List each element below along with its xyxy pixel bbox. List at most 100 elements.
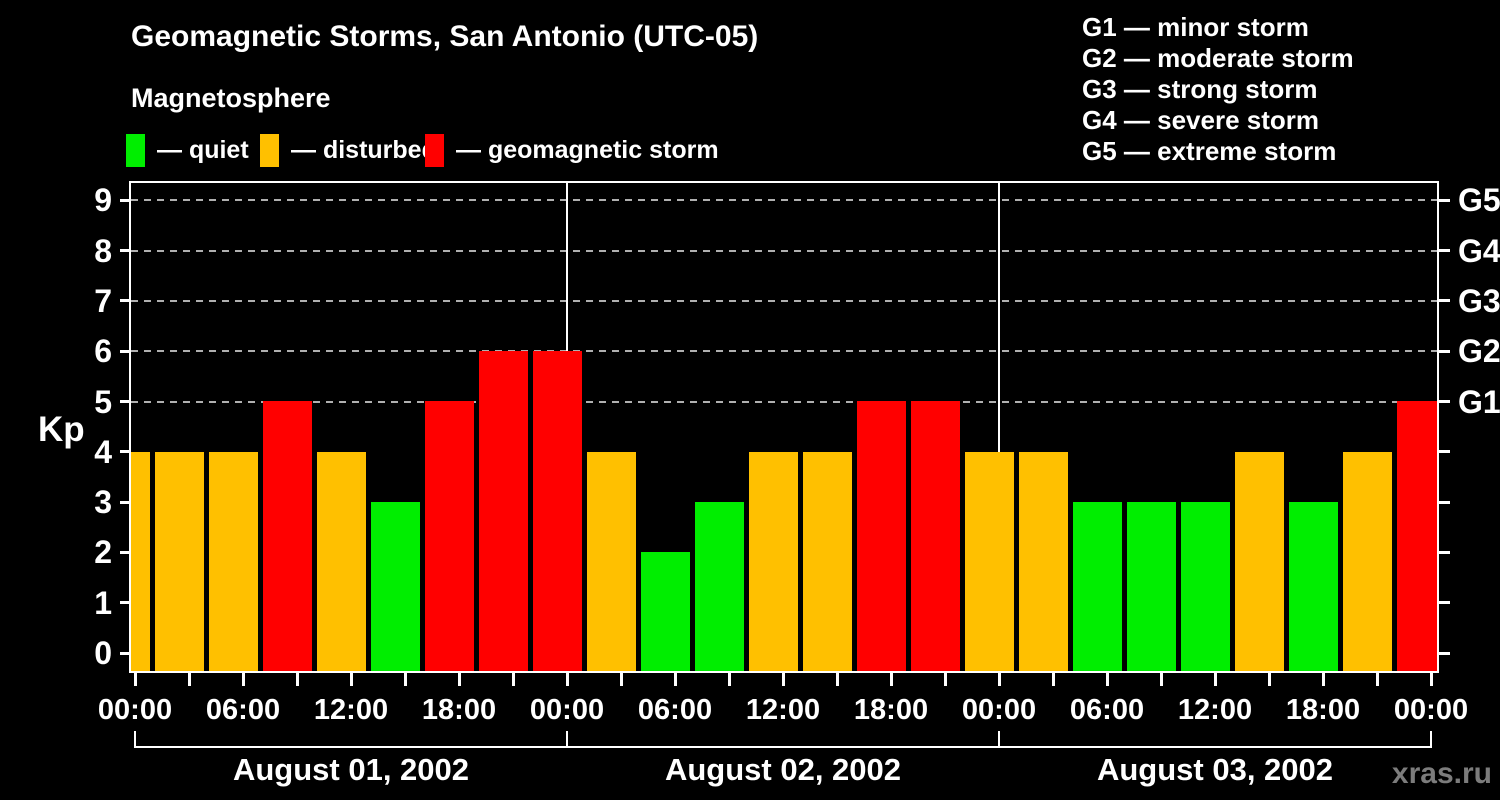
x-tick-label: 18:00 — [853, 694, 929, 726]
y-axis-tick-right — [1439, 199, 1450, 202]
x-tick-label: 00:00 — [97, 694, 173, 726]
y-tick-label: 9 — [94, 182, 112, 218]
y-axis-tick — [120, 501, 131, 504]
legend-label-storm: — geomagnetic storm — [456, 136, 719, 164]
date-bracket-stub — [998, 731, 1000, 748]
gridline-kp7 — [131, 300, 1437, 302]
kp-bar — [425, 401, 474, 671]
g-axis-label-g5: G5 — [1458, 182, 1500, 218]
kp-bar — [641, 552, 690, 671]
x-axis-tick — [188, 673, 191, 686]
kp-bar — [1181, 502, 1230, 671]
x-tick-label: 06:00 — [1069, 694, 1145, 726]
y-axis-tick-right — [1439, 501, 1450, 504]
x-axis-tick — [512, 673, 515, 686]
kp-bar — [317, 452, 366, 671]
watermark: xras.ru — [1391, 757, 1492, 790]
y-tick-label: 2 — [94, 534, 112, 570]
x-tick-label: 18:00 — [421, 694, 497, 726]
x-axis-tick — [620, 673, 623, 686]
g-axis-label-g4: G4 — [1458, 233, 1500, 269]
x-axis-tick — [836, 673, 839, 686]
y-axis-tick — [120, 299, 131, 302]
kp-bar — [587, 452, 636, 671]
y-axis-tick — [120, 199, 131, 202]
date-label: August 01, 2002 — [232, 752, 470, 787]
x-tick-label: 00:00 — [1393, 694, 1469, 726]
legend-label-quiet: — quiet — [157, 136, 249, 164]
x-axis-tick — [1376, 673, 1379, 686]
g-axis-label-g1: G1 — [1458, 384, 1500, 420]
g-scale-line-g2: G2 — moderate storm — [1082, 43, 1354, 73]
y-axis-tick-right — [1439, 450, 1450, 453]
date-bracket-stub — [1430, 731, 1432, 748]
y-axis-tick-right — [1439, 652, 1450, 655]
kp-bar — [803, 452, 852, 671]
kp-bar — [1019, 452, 1068, 671]
y-tick-label: 6 — [94, 333, 112, 369]
y-axis-tick-right — [1439, 400, 1450, 403]
x-axis-tick — [350, 673, 353, 686]
x-tick-label: 18:00 — [1285, 694, 1361, 726]
x-axis-tick — [134, 673, 137, 686]
kp-bar — [1073, 502, 1122, 671]
kp-bar — [857, 401, 906, 671]
storm-swatch — [425, 134, 444, 167]
x-axis-tick — [1268, 673, 1271, 686]
date-label: August 03, 2002 — [1096, 752, 1334, 787]
kp-bar — [155, 452, 204, 671]
y-axis-tick — [120, 350, 131, 353]
x-tick-label: 00:00 — [961, 694, 1037, 726]
kp-bar — [131, 452, 150, 671]
legend-label-disturbed: — disturbed — [291, 136, 437, 164]
quiet-swatch — [126, 134, 145, 167]
x-axis-tick — [1322, 673, 1325, 686]
kp-bar — [695, 502, 744, 671]
x-axis-tick — [1430, 673, 1433, 686]
gridline-kp5 — [131, 401, 1437, 403]
legend-item-storm: — geomagnetic storm — [425, 134, 719, 167]
y-axis-tick-right — [1439, 249, 1450, 252]
date-bracket-stub — [566, 731, 568, 748]
legend-item-disturbed: — disturbed — [260, 134, 437, 167]
y-axis-tick — [120, 652, 131, 655]
x-axis-tick — [998, 673, 1001, 686]
kp-bar — [263, 401, 312, 671]
y-tick-label: 3 — [94, 484, 112, 520]
x-axis-tick — [674, 673, 677, 686]
y-tick-label: 1 — [94, 585, 112, 621]
y-axis-tick — [120, 601, 131, 604]
x-tick-label: 12:00 — [313, 694, 389, 726]
y-axis-tick-right — [1439, 350, 1450, 353]
x-tick-label: 06:00 — [205, 694, 281, 726]
kp-bar — [1127, 502, 1176, 671]
kp-bar — [1397, 401, 1437, 671]
date-bracket-stub — [134, 731, 136, 748]
kp-bar — [533, 351, 582, 671]
legend-item-quiet: — quiet — [126, 134, 249, 167]
y-tick-label: 5 — [94, 384, 112, 420]
date-label: August 02, 2002 — [664, 752, 902, 787]
x-axis-tick — [1052, 673, 1055, 686]
x-axis-tick — [1160, 673, 1163, 686]
kp-bar — [209, 452, 258, 671]
x-axis-tick — [458, 673, 461, 686]
y-tick-label: 7 — [94, 283, 112, 319]
gridline-kp6 — [131, 350, 1437, 352]
x-tick-label: 12:00 — [745, 694, 821, 726]
y-axis-tick-right — [1439, 299, 1450, 302]
x-axis-tick — [944, 673, 947, 686]
g-scale-line-g1: G1 — minor storm — [1082, 12, 1309, 42]
day-divider — [998, 183, 1000, 671]
y-axis-tick — [120, 249, 131, 252]
x-axis-tick — [242, 673, 245, 686]
x-tick-label: 12:00 — [1177, 694, 1253, 726]
x-axis-tick — [728, 673, 731, 686]
x-axis-tick — [1214, 673, 1217, 686]
disturbed-swatch — [260, 134, 279, 167]
g-scale-line-g4: G4 — severe storm — [1082, 105, 1320, 135]
gridline-kp9 — [131, 199, 1437, 201]
x-axis-tick — [782, 673, 785, 686]
y-tick-label: 4 — [94, 434, 112, 470]
